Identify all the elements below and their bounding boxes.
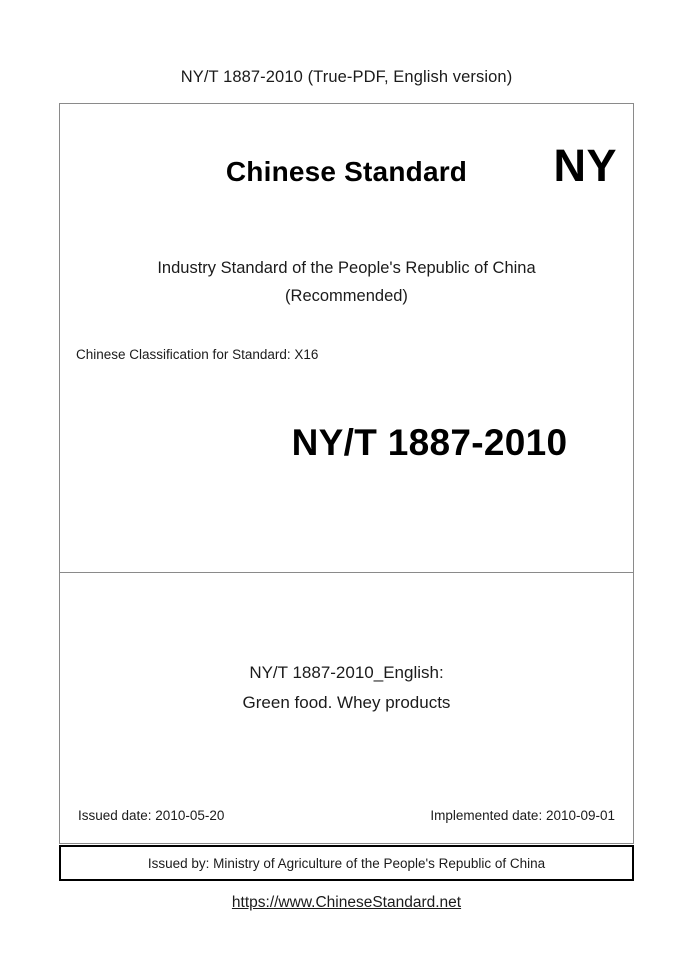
cover-upper-pane: Chinese Standard NY Industry Standard of… (60, 104, 633, 573)
cover-lower-pane: NY/T 1887-2010_English: Green food. Whey… (60, 573, 633, 843)
implemented-date: Implemented date: 2010-09-01 (430, 808, 615, 823)
cover-title-row: Chinese Standard NY (60, 143, 633, 206)
standard-number-row: NY/T 1887-2010 (60, 422, 619, 464)
cover-subtitle-block: Industry Standard of the People's Republ… (60, 254, 633, 310)
footer-website-link[interactable]: https://www.ChineseStandard.net (231, 894, 462, 911)
subtitle-line-1: Industry Standard of the People's Republ… (157, 259, 536, 277)
issuer-text: Issued by: Ministry of Agriculture of th… (147, 855, 546, 871)
document-header-title: NY/T 1887-2010 (True-PDF, English versio… (180, 68, 513, 86)
standard-mark-logo: NY (553, 140, 617, 191)
standard-number: NY/T 1887-2010 (291, 422, 568, 463)
classification-code: Chinese Classification for Standard: X16 (76, 347, 319, 362)
issuer-bar: Issued by: Ministry of Agriculture of th… (59, 845, 634, 881)
document-title-line-1: NY/T 1887-2010_English: (249, 663, 444, 682)
subtitle-line-2: (Recommended) (285, 287, 408, 305)
issued-date: Issued date: 2010-05-20 (78, 808, 225, 823)
document-title-block: NY/T 1887-2010_English: Green food. Whey… (60, 658, 633, 718)
page-title: Chinese Standard (225, 156, 468, 187)
document-title-line-2: Green food. Whey products (242, 693, 451, 712)
dates-row: Issued date: 2010-05-20 Implemented date… (78, 808, 615, 828)
standard-cover-frame: Chinese Standard NY Industry Standard of… (59, 103, 634, 844)
